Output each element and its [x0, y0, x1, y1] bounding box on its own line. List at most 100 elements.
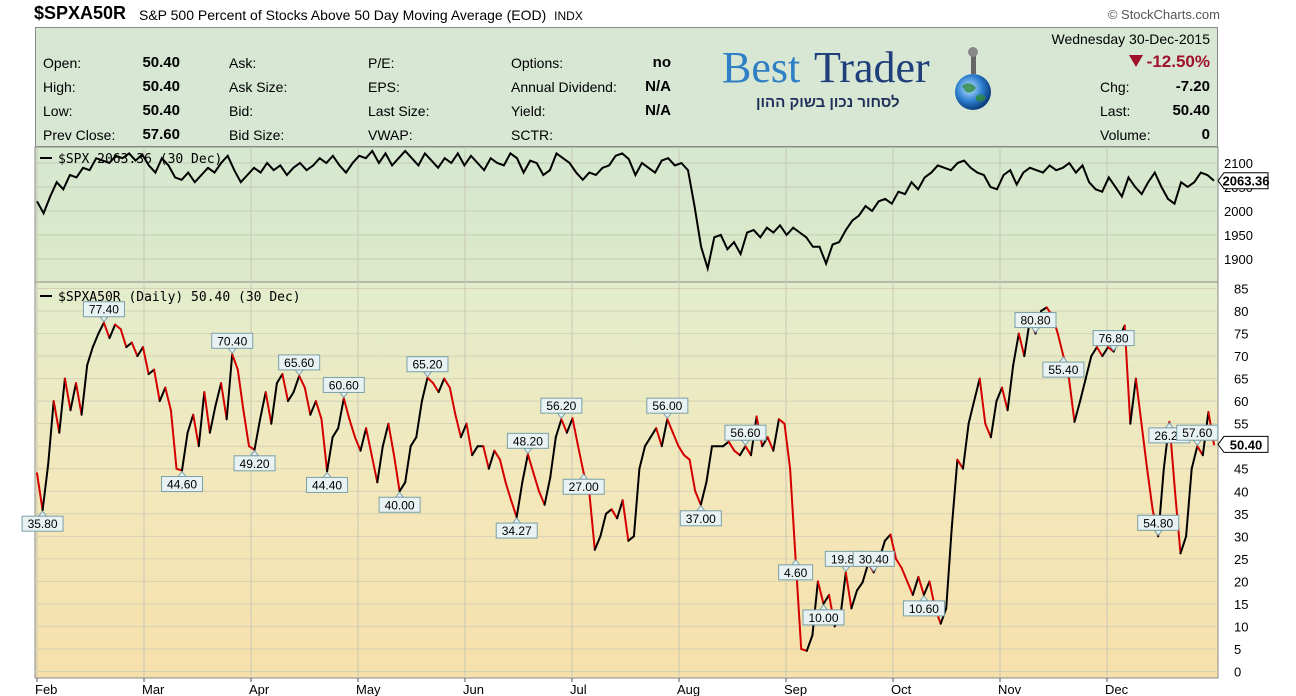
- annotation-label: 65.60: [284, 356, 314, 370]
- breadth-up-segment: [565, 417, 574, 434]
- breadth-down-segment: [365, 427, 373, 457]
- breadth-down-segment: [164, 386, 172, 412]
- spx-series-line: [36, 149, 1215, 273]
- annotation-box: [540, 397, 583, 414]
- value-annotation: 10.00: [802, 604, 845, 626]
- breadth-up-segment: [292, 374, 301, 394]
- breadth-up-segment: [722, 440, 730, 448]
- breadth-down-segment: [281, 373, 289, 403]
- breadth-up-segment: [1090, 346, 1098, 358]
- breadth-y-tick-label: 35: [1234, 507, 1248, 522]
- annotation-label: 34.27: [502, 524, 532, 538]
- high-label: High:: [43, 79, 76, 95]
- volume-value: 0: [1201, 126, 1210, 143]
- value-annotation: 40.00: [378, 491, 421, 513]
- annotation-box: [211, 332, 254, 349]
- breadth-down-segment: [978, 377, 987, 425]
- annotation-label: 27.00: [569, 480, 599, 494]
- annotation-label: 54.80: [1143, 516, 1173, 530]
- breadth-down-segment: [354, 436, 362, 452]
- breadth-down-segment: [688, 458, 697, 493]
- breadth-down-segment: [900, 566, 909, 583]
- breadth-y-tick-label: 45: [1234, 462, 1248, 477]
- breadth-down-segment: [236, 368, 245, 412]
- stockcharts-credit[interactable]: © StockCharts.com: [1107, 7, 1220, 22]
- breadth-down-segment: [102, 321, 111, 340]
- value-annotation: 48.20: [506, 432, 549, 455]
- value-annotation: 44.60: [161, 470, 204, 493]
- breadth-up-segment: [158, 386, 167, 403]
- breadth-up-segment: [270, 382, 278, 425]
- peak-trough-labels: 77.40 35.80 44.60 70.40 49.20 65.60 44.40 60.60…: [21, 301, 1219, 626]
- breadth-up-segment: [543, 476, 552, 506]
- breadth-down-segment: [314, 400, 323, 421]
- breadth-down-segment: [36, 472, 44, 512]
- breadth-up-segment: [1040, 306, 1048, 312]
- open-value: 50.40: [142, 54, 180, 71]
- spx-last-value-tag-box: [1217, 172, 1269, 190]
- breadth-down-segment: [510, 499, 518, 519]
- value-annotation: 65.60: [278, 354, 321, 376]
- prev-close-value: 57.60: [142, 126, 180, 143]
- breadth-down-segment: [499, 458, 507, 484]
- breadth-y-tick-label: 10: [1234, 619, 1248, 634]
- value-annotation: 57.60: [1176, 424, 1219, 447]
- breadth-up-segment: [337, 397, 345, 430]
- breadth-down-segment: [621, 499, 630, 542]
- percent-change-value: -12.50%: [1146, 52, 1210, 71]
- quote-date: Wednesday 30-Dec-2015: [1051, 31, 1210, 47]
- breadth-up-segment: [381, 422, 390, 448]
- breadth-up-segment: [705, 445, 713, 484]
- value-annotation: 70.40: [211, 332, 254, 355]
- breadth-up-segment: [108, 323, 117, 340]
- breadth-up-segment: [97, 321, 105, 335]
- breadth-up-segment: [1084, 355, 1093, 380]
- value-annotation: 56.00: [646, 397, 689, 419]
- value-annotation: 37.00: [679, 504, 722, 527]
- breadth-down-segment: [1001, 386, 1009, 412]
- x-tick-label: Jun: [463, 682, 484, 696]
- breadth-down-segment: [426, 376, 435, 385]
- breadth-up-segment: [850, 589, 858, 610]
- breadth-up-segment: [409, 436, 418, 448]
- breadth-down-segment: [733, 449, 741, 457]
- bid-size-label: Bid Size:: [229, 127, 285, 143]
- breadth-down-segment: [571, 417, 580, 448]
- x-tick-label: Mar: [142, 682, 165, 696]
- breadth-down-segment: [744, 445, 752, 457]
- chg-label: Chg:: [1100, 79, 1130, 95]
- breadth-down-segment: [610, 508, 619, 520]
- breadth-down-segment: [320, 418, 329, 473]
- breadth-down-segment: [75, 382, 83, 416]
- low-label: Low:: [43, 103, 73, 119]
- value-annotation: 55.40: [1042, 356, 1085, 378]
- annotation-box: [506, 432, 549, 449]
- breadth-down-segment: [370, 454, 379, 484]
- watermark-best: Best: [722, 43, 801, 92]
- x-tick-label: Jul: [570, 682, 587, 696]
- annotation-box: [1042, 361, 1085, 378]
- x-axis: Feb Mar Apr May Jun Jul Aug Sep Oct Nov Dec: [35, 678, 1129, 696]
- breadth-up-segment: [616, 499, 624, 520]
- breadth-up-segment: [1012, 332, 1020, 367]
- breadth-up-segment: [761, 436, 769, 448]
- breadth-up-segment: [660, 418, 669, 448]
- x-tick-label: Feb: [35, 682, 57, 696]
- breadth-up-segment: [962, 422, 970, 470]
- breadth-up-segment: [309, 400, 317, 416]
- breadth-up-segment: [47, 400, 55, 466]
- spx-panel: [34, 146, 1219, 283]
- breadth-up-segment: [376, 445, 384, 484]
- breadth-down-segment: [1068, 377, 1076, 423]
- breadth-up-segment: [627, 535, 635, 542]
- annotation-label: 35.80: [28, 517, 58, 531]
- breadth-down-segment: [504, 481, 513, 502]
- annual-dividend-label: Annual Dividend:: [511, 79, 617, 95]
- breadth-up-segment: [359, 427, 368, 452]
- breadth-down-segment: [142, 346, 150, 376]
- value-annotation: 27.00: [562, 473, 605, 495]
- breadth-y-tick-label: 20: [1234, 574, 1248, 589]
- breadth-down-segment: [1134, 377, 1143, 425]
- breadth-up-segment: [181, 431, 189, 472]
